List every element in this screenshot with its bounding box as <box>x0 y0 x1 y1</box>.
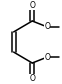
Text: O: O <box>29 74 35 83</box>
Text: O: O <box>29 1 35 10</box>
Text: O: O <box>44 22 50 31</box>
Text: O: O <box>44 53 50 62</box>
